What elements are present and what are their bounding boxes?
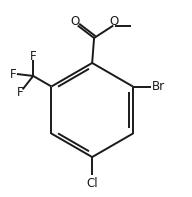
Text: Br: Br: [152, 80, 165, 93]
Text: F: F: [17, 86, 23, 99]
Text: F: F: [30, 50, 36, 63]
Text: O: O: [110, 15, 119, 28]
Text: Cl: Cl: [86, 177, 98, 190]
Text: O: O: [71, 15, 80, 28]
Text: F: F: [10, 68, 17, 81]
